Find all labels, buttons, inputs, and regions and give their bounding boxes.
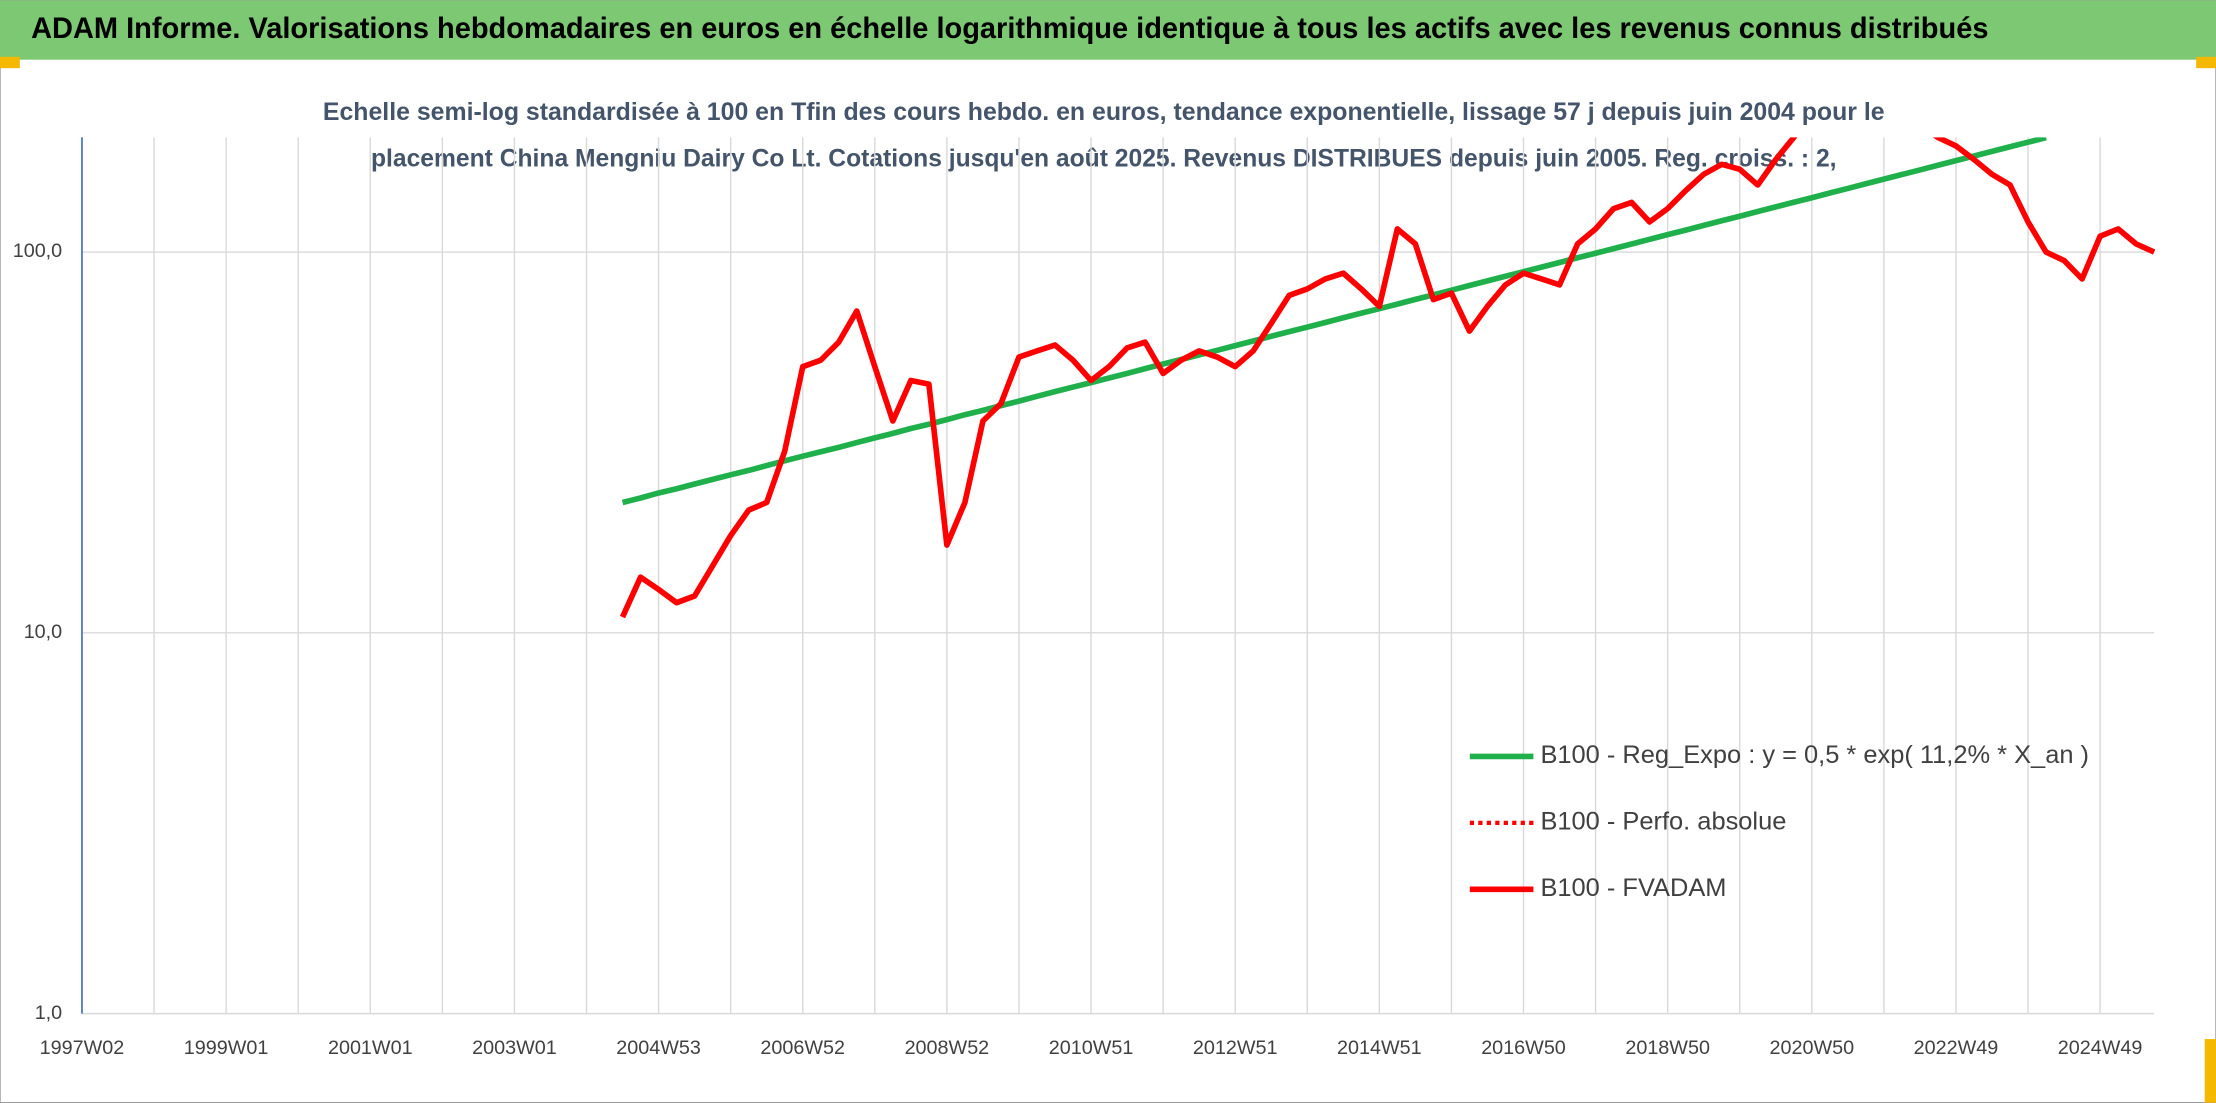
- x-tick-label: 2018W50: [1625, 1037, 1710, 1059]
- series-line: [621, 137, 2047, 506]
- x-tick-label: 2024W49: [2058, 1037, 2143, 1059]
- y-tick-label: 10,0: [24, 621, 62, 643]
- x-tick-label: 2006W52: [760, 1037, 845, 1059]
- x-tick-label: 2014W51: [1337, 1037, 1422, 1059]
- x-tick-label: 2003W01: [472, 1037, 557, 1059]
- series-line: [619, 137, 2156, 619]
- x-tick-label: 1997W02: [40, 1037, 125, 1059]
- x-tick-label: 2001W01: [328, 1037, 413, 1059]
- x-tick-label: 2008W52: [905, 1037, 990, 1059]
- legend-label: B100 - FVADAM: [1540, 874, 1726, 902]
- title-banner: [0, 0, 2216, 60]
- y-tick-label: 100,0: [13, 240, 62, 262]
- x-tick-label: 2004W53: [616, 1037, 701, 1059]
- chart-title: ADAM Informe. Valorisations hebdomadaire…: [31, 12, 1988, 45]
- corner: [2196, 56, 2216, 69]
- legend-label: B100 - Perfo. absolue: [1540, 808, 1786, 836]
- legend-label: B100 - Reg_Expo : y = 0,5 * exp( 11,2% *…: [1540, 741, 2089, 769]
- corner: [2204, 1039, 2216, 1103]
- subtitle: placement China Mengniu Dairy Co Lt. Cot…: [371, 145, 1837, 173]
- x-tick-label: 2022W49: [1914, 1037, 1999, 1059]
- x-tick-label: 1999W01: [184, 1037, 269, 1059]
- x-tick-label: 2016W50: [1481, 1037, 1566, 1059]
- x-tick-label: 2010W51: [1049, 1037, 1134, 1059]
- y-tick-label: 1,0: [35, 1002, 62, 1024]
- subtitle: Echelle semi-log standardisée à 100 en T…: [323, 98, 1885, 126]
- corner: [0, 56, 20, 69]
- x-tick-label: 2012W51: [1193, 1037, 1278, 1059]
- plot-area: [619, 137, 2156, 619]
- x-tick-label: 2020W50: [1769, 1037, 1854, 1059]
